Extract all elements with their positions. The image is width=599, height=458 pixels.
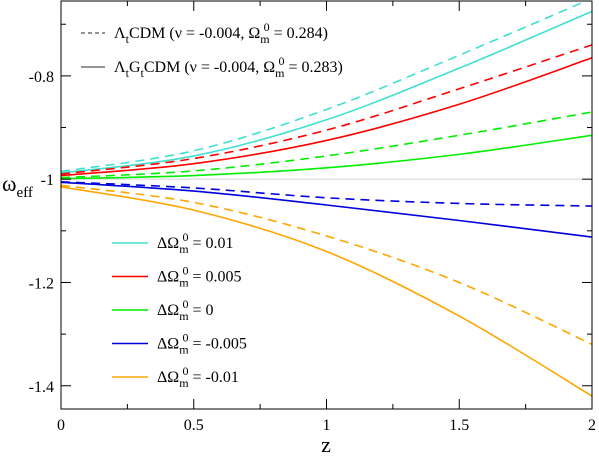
- legend-text-part: 0: [183, 364, 189, 378]
- series-layer: [61, 1, 592, 397]
- y-tick-label-2: -1.2: [29, 275, 54, 292]
- y-axis-title-sub: eff: [16, 185, 32, 201]
- legend-text-part: = 0: [189, 302, 214, 319]
- series-line-5: [61, 134, 592, 180]
- legend-text-part: = 0.01: [189, 235, 234, 252]
- color-legend-label-4: ΔΩm0 = -0.01: [157, 364, 239, 390]
- legend-text-part: = -0.01: [189, 369, 239, 386]
- legend-text-part: ΔΩ: [157, 235, 179, 252]
- legend-text-part: t: [126, 66, 130, 80]
- series-line-6: [61, 180, 592, 207]
- x-tick-label-4: 2: [588, 417, 596, 434]
- series-line-3: [61, 57, 592, 177]
- legend-text-part: m: [179, 242, 189, 256]
- legend-text-part: 0: [183, 297, 189, 311]
- legend-text-part: Λ: [114, 59, 126, 76]
- y-axis-title-main: ω: [2, 171, 16, 196]
- legend-text-part: = 0.283): [284, 59, 342, 76]
- series-line-0: [61, 1, 589, 173]
- legend-text-part: 0: [183, 230, 189, 244]
- legend-text-part: 0: [264, 20, 270, 34]
- x-tick-label-1: 0.5: [184, 417, 204, 434]
- series-line-8: [61, 184, 592, 346]
- x-tick-label-0: 0: [57, 417, 65, 434]
- legend-text-part: = -0.005: [189, 336, 247, 353]
- legend-text-part: m: [275, 66, 285, 80]
- legend-text-part: CDM (ν = -0.004, Ω: [144, 59, 275, 76]
- legend-text-part: m: [179, 309, 189, 323]
- legend-text-part: m: [179, 276, 189, 290]
- color-legend-label-0: ΔΩm0 = 0.01: [157, 230, 234, 256]
- legend-text-part: 0: [278, 54, 284, 68]
- legend-text-part: 0: [183, 264, 189, 278]
- legend-text-part: CDM (ν = -0.004, Ω: [129, 25, 260, 42]
- legend-text-part: = 0.005: [189, 269, 242, 286]
- legend-text-part: 0: [183, 331, 189, 345]
- color-legend-label-2: ΔΩm0 = 0: [157, 297, 214, 323]
- legend-layer: ΛtCDM (ν = -0.004, Ωm0 = 0.284)ΛtGtCDM (…: [81, 20, 343, 390]
- tick-layer: 0 0.5 1 1.5 2 -0.8 -1 -1.2 -1.4: [29, 1, 596, 434]
- legend-text-part: G: [129, 59, 141, 76]
- x-axis-title: z: [321, 432, 331, 457]
- legend-text-part: ΔΩ: [157, 269, 179, 286]
- legend-text-part: Λ: [114, 25, 126, 42]
- x-tick-label-2: 1: [323, 417, 331, 434]
- legend-text-part: = 0.284): [270, 25, 328, 42]
- legend-text-part: ΔΩ: [157, 369, 179, 386]
- series-line-7: [61, 181, 592, 238]
- color-legend-label-1: ΔΩm0 = 0.005: [157, 264, 242, 290]
- style-legend-label-1: ΛtGtCDM (ν = -0.004, Ωm0 = 0.283): [114, 54, 343, 80]
- legend-text-part: m: [260, 32, 270, 46]
- series-line-1: [61, 10, 592, 174]
- y-tick-label-1: -1: [41, 172, 54, 189]
- legend-text-part: t: [141, 66, 145, 80]
- legend-text-part: m: [179, 343, 189, 357]
- series-line-9: [61, 186, 592, 397]
- style-legend-label-0: ΛtCDM (ν = -0.004, Ωm0 = 0.284): [114, 20, 328, 46]
- x-tick-label-3: 1.5: [449, 417, 469, 434]
- legend-text-part: ΔΩ: [157, 302, 179, 319]
- y-axis-title: ωeff: [2, 171, 33, 201]
- legend-text-part: ΔΩ: [157, 336, 179, 353]
- legend-text-part: m: [179, 376, 189, 390]
- series-line-2: [61, 44, 592, 175]
- y-tick-label-0: -0.8: [29, 69, 54, 86]
- legend-text-part: t: [126, 32, 130, 46]
- color-legend-label-3: ΔΩm0 = -0.005: [157, 331, 247, 357]
- y-tick-label-3: -1.4: [29, 379, 54, 396]
